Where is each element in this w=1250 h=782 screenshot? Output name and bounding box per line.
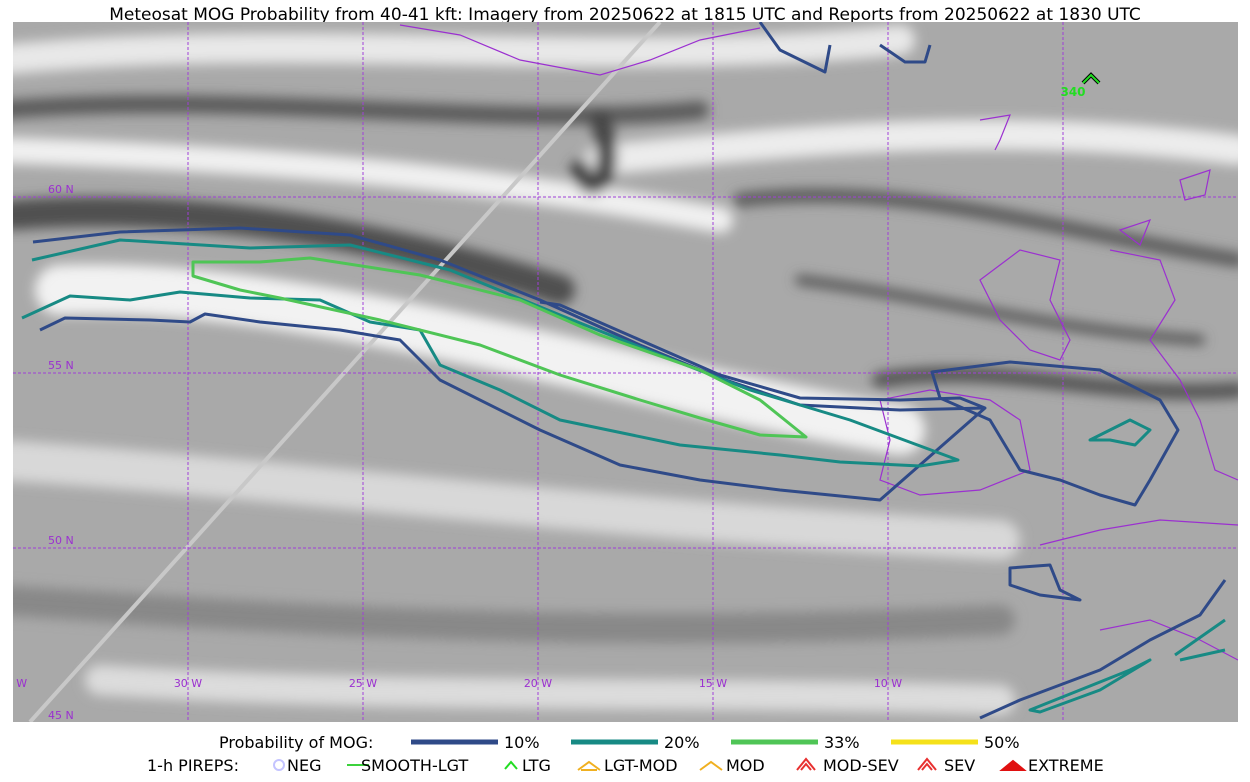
lat-label: 55 N (48, 359, 74, 372)
lon-label: 35 W (0, 677, 27, 690)
lon-label: 20 W (524, 677, 552, 690)
legend-label: SMOOTH-LGT (361, 756, 468, 775)
legend-label: NEG (287, 756, 321, 775)
legend-symbol (504, 760, 518, 770)
legend-symbol (577, 760, 601, 771)
legend-label: 50% (984, 733, 1020, 752)
pirep-label: 340 (1060, 85, 1085, 99)
legend-label: 20% (664, 733, 700, 752)
legend-label: LTG (522, 756, 551, 775)
legend-label: 33% (824, 733, 860, 752)
lon-label: 10 W (874, 677, 902, 690)
lon-label: 30 W (174, 677, 202, 690)
legend-symbol (796, 757, 816, 771)
legend-label: SEV (944, 756, 975, 775)
lat-label: 45 N (48, 709, 74, 722)
legend-label: 10% (504, 733, 540, 752)
lon-label: 15 W (699, 677, 727, 690)
legend-label: LGT-MOD (604, 756, 678, 775)
legend-label: MOD-SEV (823, 756, 899, 775)
legend-symbol (273, 759, 285, 771)
legend-label: EXTREME (1028, 756, 1104, 775)
legend-title: Probability of MOG: (219, 733, 373, 752)
lon-label: 25 W (349, 677, 377, 690)
lat-label: 50 N (48, 534, 74, 547)
legend-symbol (999, 759, 1027, 771)
legend-symbol (699, 760, 723, 771)
legend-label: MOD (726, 756, 765, 775)
title: Meteosat MOG Probability from 40-41 kft:… (109, 5, 1141, 25)
legend-symbol (917, 757, 937, 771)
legend: Probability of MOG: 1-h PIREPS: 10% 20% 33… (147, 733, 1104, 775)
legend-title: 1-h PIREPS: (147, 756, 239, 775)
lat-label: 60 N (48, 183, 74, 196)
map: 340 60 N 55 N 50 N 45 N 35 W 30 W 25 W 2… (0, 22, 1238, 722)
